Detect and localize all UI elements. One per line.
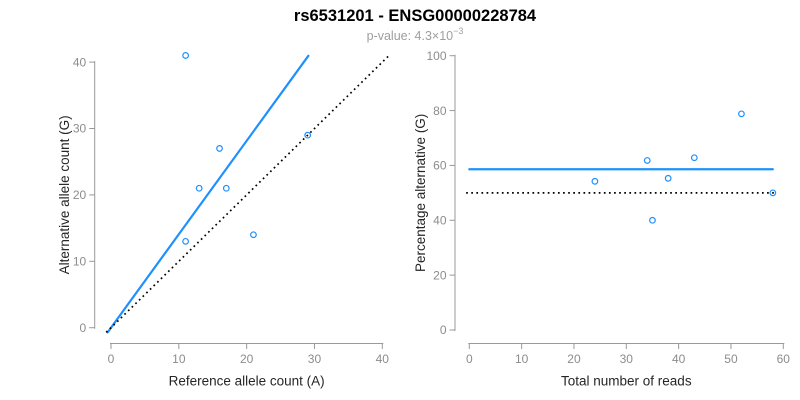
x-tick-label: 30 xyxy=(620,352,634,366)
x-tick-label: 10 xyxy=(515,352,529,366)
y-tick-label: 10 xyxy=(73,255,87,269)
data-point xyxy=(643,157,651,164)
data-point xyxy=(222,184,230,192)
p-value-text: p-value: 4.3×10 xyxy=(366,29,454,44)
data-point xyxy=(591,177,599,185)
x-tick-label: 0 xyxy=(466,352,473,366)
data-point xyxy=(182,237,190,245)
data-point xyxy=(738,110,745,118)
identity-line xyxy=(105,55,389,333)
chart-panel-percentage-alternative: 0 10 20 30 40 50 60 0 20 40 60 80 100 Total number of… xyxy=(413,49,790,389)
data-point xyxy=(649,216,656,224)
y-tick-label: 0 xyxy=(440,323,447,337)
y-tick-label: 100 xyxy=(426,49,446,63)
data-point xyxy=(250,231,257,239)
x-tick-label: 50 xyxy=(724,352,738,366)
y-tick-label: 40 xyxy=(433,213,447,227)
y-tick-label: 20 xyxy=(433,268,447,282)
data-point xyxy=(195,184,203,192)
x-tick-label: 20 xyxy=(240,352,254,366)
data-point xyxy=(690,154,698,162)
x-tick-label: 60 xyxy=(777,352,791,366)
data-point xyxy=(216,145,223,152)
y-tick-label: 0 xyxy=(80,321,87,335)
data-point xyxy=(182,52,190,59)
y-tick-label: 20 xyxy=(73,188,87,202)
x-tick-label: 20 xyxy=(567,352,581,366)
p-value-exponent: −3 xyxy=(453,26,464,36)
data-point xyxy=(769,189,777,197)
chart-panel-allele-counts: 0 10 20 30 40 0 10 20 30 40 Reference allele count… xyxy=(57,52,390,389)
x-tick-label: 0 xyxy=(108,352,115,366)
y-tick-label: 80 xyxy=(433,104,447,118)
y-tick-label: 60 xyxy=(433,159,447,173)
x-tick-label: 40 xyxy=(376,352,390,366)
x-tick-label: 40 xyxy=(672,352,686,366)
y-tick-label: 40 xyxy=(73,55,87,69)
data-point xyxy=(304,131,312,139)
x-tick-label: 30 xyxy=(308,352,322,366)
y-axis-label: Percentage alternative (G) xyxy=(413,114,428,272)
y-tick-label: 30 xyxy=(73,122,87,136)
data-point xyxy=(664,174,672,182)
x-tick-label: 10 xyxy=(172,352,186,366)
p-value-subtitle: p-value: 4.3×10−3 xyxy=(366,26,464,44)
figure-title: rs6531201 - ENSG00000228784 xyxy=(293,7,537,25)
x-axis-label: Total number of reads xyxy=(561,374,692,389)
fit-line xyxy=(106,54,310,334)
y-axis-label: Alternative allele count (G) xyxy=(57,115,72,274)
x-axis-label: Reference allele count (A) xyxy=(169,374,325,389)
